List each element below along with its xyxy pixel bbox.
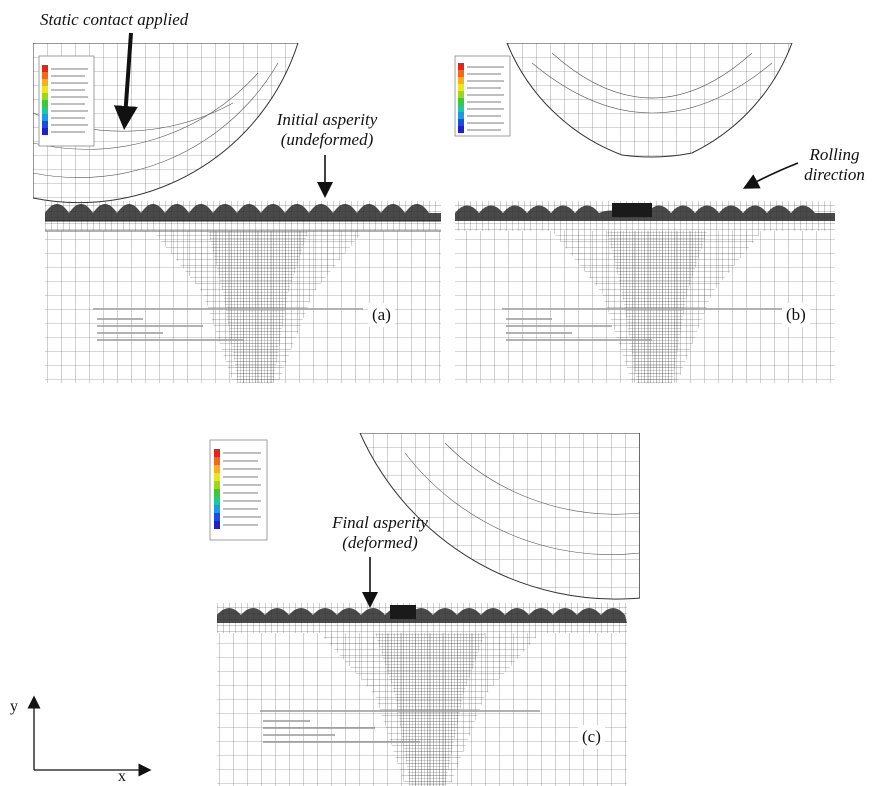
- mesh-panel-a: [33, 43, 441, 383]
- initial-asperity-line2: (undeformed): [280, 130, 374, 149]
- panel-a: (a): [33, 43, 443, 383]
- initial-asperity-label: Initial asperity (undeformed): [262, 110, 392, 150]
- roller-c: [359, 433, 640, 600]
- final-asperity-line1: Final asperity: [332, 513, 428, 532]
- rolling-line2: direction: [804, 165, 865, 184]
- panel-label-c: (c): [578, 725, 605, 749]
- y-axis-label: y: [10, 698, 18, 715]
- rolling-line1: Rolling: [809, 145, 860, 164]
- panel-b: (b): [452, 43, 847, 383]
- coordinate-axes: [27, 695, 152, 777]
- mesh-panel-b: [454, 43, 835, 383]
- final-asperity-line2: (deformed): [342, 533, 418, 552]
- asperity-strip-a: [45, 201, 441, 231]
- legend-b: [454, 55, 511, 137]
- legend-c: [209, 439, 268, 541]
- info-text-b: [502, 308, 782, 341]
- substrate-c: [217, 633, 627, 786]
- x-axis-label: x: [118, 768, 126, 785]
- final-asperity-label: Final asperity (deformed): [320, 513, 440, 553]
- rolling-direction-label: Rolling direction: [792, 145, 877, 185]
- panel-c: (c): [205, 433, 640, 786]
- asperity-strip-b: [455, 201, 835, 231]
- roller-b: [506, 43, 793, 158]
- substrate-a: [45, 230, 441, 383]
- info-text-a: [93, 308, 363, 341]
- substrate-b: [455, 231, 835, 383]
- info-text-c: [260, 710, 540, 743]
- panel-label-b: (b): [782, 303, 810, 327]
- static-contact-label: Static contact applied: [40, 10, 189, 29]
- legend-a: [38, 55, 95, 147]
- mesh-panel-c: [209, 433, 640, 786]
- panel-label-a: (a): [368, 303, 395, 327]
- asperity-strip-c: [217, 603, 627, 633]
- initial-asperity-line1: Initial asperity: [276, 110, 378, 129]
